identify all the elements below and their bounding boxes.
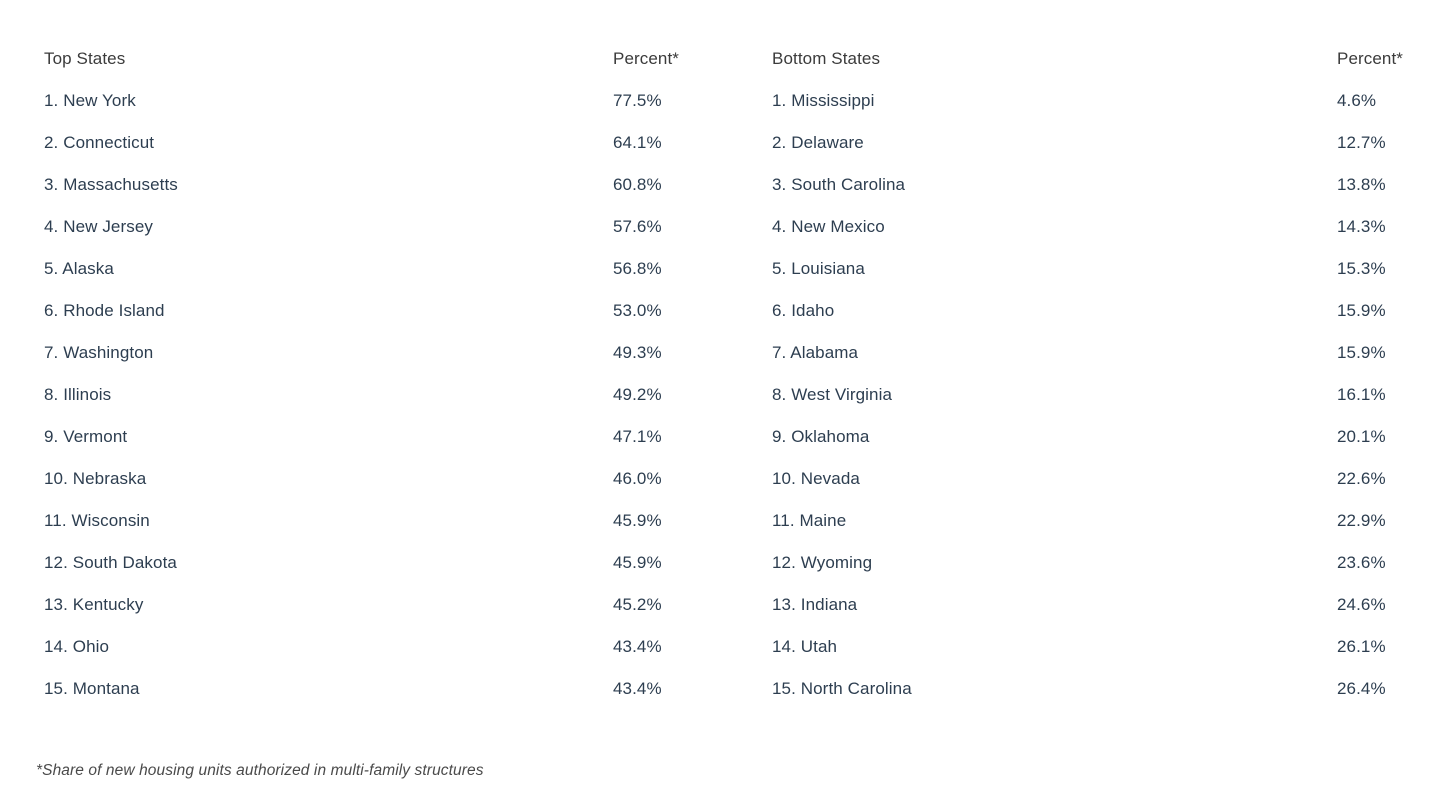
- bottom-percent-cell: 24.6%: [1337, 595, 1386, 614]
- column-header-bottom-states: Bottom States: [772, 49, 881, 68]
- top-percent-cell: 43.4%: [613, 637, 662, 656]
- top-percent-cell: 60.8%: [613, 175, 662, 194]
- bottom-state-cell: 6. Idaho: [772, 301, 835, 320]
- column-header-percent-top: Percent*: [613, 49, 680, 68]
- top-percent-cell: 45.9%: [613, 511, 662, 530]
- top-state-cell: 4. New Jersey: [44, 217, 154, 236]
- top-percent-cell: 77.5%: [613, 91, 662, 110]
- table-footnote: *Share of new housing units authorized i…: [36, 762, 484, 779]
- bottom-percent-cell: 12.7%: [1337, 133, 1386, 152]
- top-state-cell: 5. Alaska: [44, 259, 114, 278]
- bottom-state-cell: 5. Louisiana: [772, 259, 865, 278]
- bottom-percent-cell: 20.1%: [1337, 427, 1386, 446]
- top-state-cell: 14. Ohio: [44, 637, 110, 656]
- bottom-state-cell: 7. Alabama: [772, 343, 859, 362]
- top-percent-cell: 49.2%: [613, 385, 662, 404]
- bottom-state-cell: 15. North Carolina: [772, 679, 912, 698]
- top-percent-cell: 45.2%: [613, 595, 662, 614]
- top-percent-cell: 56.8%: [613, 259, 662, 278]
- states-table: Top States Percent* Bottom States Percen…: [44, 0, 1450, 710]
- bottom-percent-cell: 16.1%: [1337, 385, 1386, 404]
- top-state-cell: 3. Massachusetts: [44, 175, 178, 194]
- bottom-state-cell: 12. Wyoming: [772, 553, 873, 572]
- bottom-percent-cell: 22.6%: [1337, 469, 1386, 488]
- bottom-percent-cell: 15.3%: [1337, 259, 1386, 278]
- bottom-state-cell: 13. Indiana: [772, 595, 858, 614]
- bottom-state-cell: 1. Mississippi: [772, 91, 875, 110]
- top-state-cell: 10. Nebraska: [44, 469, 147, 488]
- bottom-percent-cell: 26.1%: [1337, 637, 1386, 656]
- bottom-state-cell: 9. Oklahoma: [772, 427, 870, 446]
- top-state-cell: 13. Kentucky: [44, 595, 144, 614]
- top-percent-cell: 64.1%: [613, 133, 662, 152]
- bottom-state-cell: 3. South Carolina: [772, 175, 906, 194]
- top-state-cell: 2. Connecticut: [44, 133, 155, 152]
- column-header-percent-bottom: Percent*: [1337, 49, 1404, 68]
- bottom-state-cell: 4. New Mexico: [772, 217, 885, 236]
- top-percent-cell: 57.6%: [613, 217, 662, 236]
- bottom-percent-cell: 15.9%: [1337, 343, 1386, 362]
- top-state-cell: 15. Montana: [44, 679, 140, 698]
- bottom-state-cell: 8. West Virginia: [772, 385, 893, 404]
- top-state-cell: 11. Wisconsin: [44, 511, 150, 530]
- top-percent-cell: 53.0%: [613, 301, 662, 320]
- top-state-cell: 6. Rhode Island: [44, 301, 165, 320]
- bottom-percent-cell: 13.8%: [1337, 175, 1386, 194]
- top-state-cell: 12. South Dakota: [44, 553, 177, 572]
- top-state-cell: 1. New York: [44, 91, 136, 110]
- top-percent-cell: 43.4%: [613, 679, 662, 698]
- top-state-cell: 7. Washington: [44, 343, 154, 362]
- top-percent-cell: 47.1%: [613, 427, 662, 446]
- column-header-top-states: Top States: [44, 49, 126, 68]
- bottom-state-cell: 11. Maine: [772, 511, 847, 530]
- top-state-cell: 8. Illinois: [44, 385, 112, 404]
- bottom-state-cell: 14. Utah: [772, 637, 838, 656]
- top-state-cell: 9. Vermont: [44, 427, 128, 446]
- bottom-state-cell: 2. Delaware: [772, 133, 864, 152]
- top-percent-cell: 45.9%: [613, 553, 662, 572]
- top-percent-cell: 49.3%: [613, 343, 662, 362]
- bottom-state-cell: 10. Nevada: [772, 469, 860, 488]
- bottom-percent-cell: 15.9%: [1337, 301, 1386, 320]
- bottom-percent-cell: 4.6%: [1337, 91, 1377, 110]
- bottom-percent-cell: 14.3%: [1337, 217, 1386, 236]
- bottom-percent-cell: 26.4%: [1337, 679, 1386, 698]
- bottom-percent-cell: 22.9%: [1337, 511, 1386, 530]
- bottom-percent-cell: 23.6%: [1337, 553, 1386, 572]
- top-percent-cell: 46.0%: [613, 469, 662, 488]
